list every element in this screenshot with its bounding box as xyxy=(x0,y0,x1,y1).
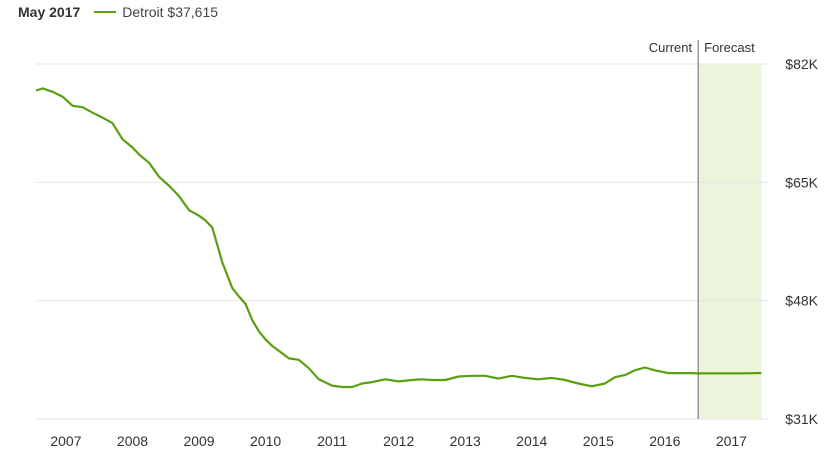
x-tick-label: 2013 xyxy=(450,433,481,449)
x-tick-label: 2015 xyxy=(583,433,614,449)
chart-legend: May 2017 Detroit $37,615 xyxy=(18,2,218,22)
x-tick-label: 2016 xyxy=(649,433,680,449)
x-tick-label: 2009 xyxy=(183,433,214,449)
x-tick-label: 2011 xyxy=(317,433,347,449)
y-axis-ticks: $82K $65K $48K $31K xyxy=(785,56,818,427)
legend-date: May 2017 xyxy=(18,4,81,20)
x-axis-ticks: 2007 2008 2009 2010 2011 2012 2013 2014 2015 2016… xyxy=(50,433,747,449)
x-tick-label: 2010 xyxy=(250,433,281,449)
y-tick-label: $82K xyxy=(785,56,818,72)
legend-series-swatch xyxy=(94,11,117,13)
forecast-band xyxy=(698,64,762,419)
x-tick-label: 2014 xyxy=(516,433,547,449)
y-tick-label: $31K xyxy=(785,411,818,427)
legend-series-label[interactable]: Detroit $37,615 xyxy=(122,4,219,20)
forecast-label: Forecast xyxy=(704,40,755,55)
x-tick-label: 2008 xyxy=(117,433,148,449)
chart-gridlines xyxy=(36,63,768,420)
y-tick-label: $65K xyxy=(785,174,818,190)
y-tick-label: $48K xyxy=(785,293,818,309)
x-tick-label: 2017 xyxy=(716,433,747,449)
detroit-price-line xyxy=(35,87,762,389)
current-label: Current xyxy=(649,40,693,55)
x-tick-label: 2012 xyxy=(383,433,414,449)
x-tick-label: 2007 xyxy=(50,433,81,449)
